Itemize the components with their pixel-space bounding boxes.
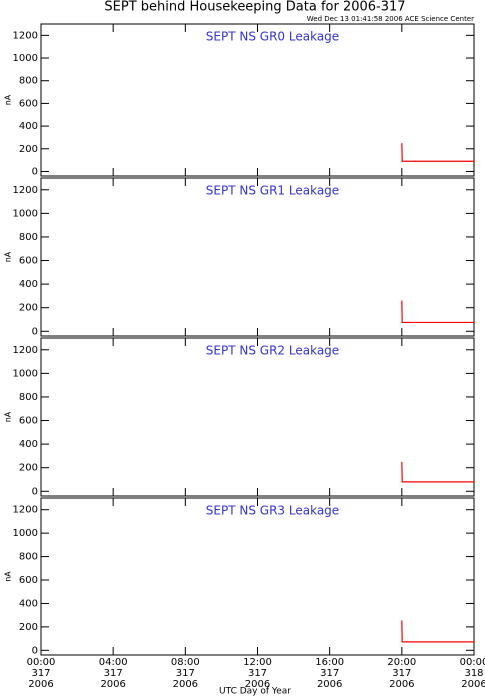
y-tick-label: 600 (19, 98, 38, 109)
panel-title: SEPT NS GR0 Leakage (206, 30, 339, 44)
y-tick-label: 800 (19, 232, 38, 243)
y-tick-label: 200 (19, 303, 38, 314)
x-tick-label: 318 (464, 668, 483, 679)
y-axis-label: nA (4, 571, 13, 582)
y-tick-label: 400 (19, 439, 38, 450)
y-tick-label: 600 (19, 256, 38, 267)
x-tick-label: 2006 (100, 679, 125, 690)
chart-title: SEPT behind Housekeeping Data for 2006-3… (104, 0, 405, 15)
y-tick-label: 1200 (13, 185, 38, 196)
y-tick-label: 1000 (13, 208, 38, 219)
x-tick-label: 00:00 (460, 657, 485, 668)
y-tick-label: 1000 (13, 528, 38, 539)
x-tick-label: 12:00 (243, 657, 272, 668)
x-tick-label: 00:00 (27, 657, 56, 668)
x-tick-label: 317 (320, 668, 339, 679)
plot-frame (40, 23, 475, 177)
y-tick-label: 0 (32, 645, 38, 656)
y-tick-label: 400 (19, 598, 38, 609)
panel-title: SEPT NS GR1 Leakage (206, 184, 339, 198)
x-tick-label: 20:00 (387, 657, 416, 668)
y-axis-label: nA (4, 94, 13, 105)
x-tick-label: 2006 (317, 679, 342, 690)
plot-frame (40, 497, 475, 656)
x-tick-label: 2006 (28, 679, 53, 690)
x-tick-label: 317 (104, 668, 123, 679)
x-tick-label: 2006 (389, 679, 414, 690)
y-tick-label: 800 (19, 76, 38, 87)
y-tick-label: 1200 (13, 505, 38, 516)
x-tick-label: 2006 (461, 679, 485, 690)
plot-frame (40, 337, 475, 497)
y-tick-label: 1000 (13, 53, 38, 64)
x-tick-label: 08:00 (171, 657, 200, 668)
x-tick-label: 2006 (245, 679, 270, 690)
y-tick-label: 800 (19, 552, 38, 563)
x-tick-label: 2006 (173, 679, 198, 690)
data-line (401, 461, 474, 483)
data-line (401, 300, 474, 324)
y-tick-label: 200 (19, 144, 38, 155)
y-tick-label: 400 (19, 121, 38, 132)
plot-frame (40, 177, 475, 337)
y-tick-label: 600 (19, 416, 38, 427)
y-tick-label: 200 (19, 622, 38, 633)
y-tick-label: 0 (32, 326, 38, 337)
panel-title: SEPT NS GR3 Leakage (206, 504, 339, 518)
data-line (401, 143, 474, 162)
x-axis-label: UTC Day of Year (219, 687, 291, 697)
y-axis-label: nA (4, 411, 13, 422)
x-tick-label: 317 (176, 668, 195, 679)
y-tick-label: 1200 (13, 345, 38, 356)
y-tick-label: 600 (19, 575, 38, 586)
chart-subtitle: Wed Dec 13 01:41:58 2006 ACE Science Cen… (307, 15, 474, 23)
panel-title: SEPT NS GR2 Leakage (206, 344, 339, 358)
y-tick-label: 0 (32, 486, 38, 497)
y-tick-label: 1200 (13, 30, 38, 41)
y-axis-label: nA (4, 251, 13, 262)
y-tick-label: 400 (19, 279, 38, 290)
x-tick-label: 16:00 (315, 657, 344, 668)
y-tick-label: 800 (19, 392, 38, 403)
x-tick-label: 317 (31, 668, 50, 679)
x-tick-label: 317 (392, 668, 411, 679)
x-tick-label: 317 (248, 668, 267, 679)
data-line (401, 620, 474, 643)
y-tick-label: 0 (32, 166, 38, 177)
y-tick-label: 200 (19, 463, 38, 474)
x-tick-label: 04:00 (99, 657, 128, 668)
y-tick-label: 1000 (13, 368, 38, 379)
